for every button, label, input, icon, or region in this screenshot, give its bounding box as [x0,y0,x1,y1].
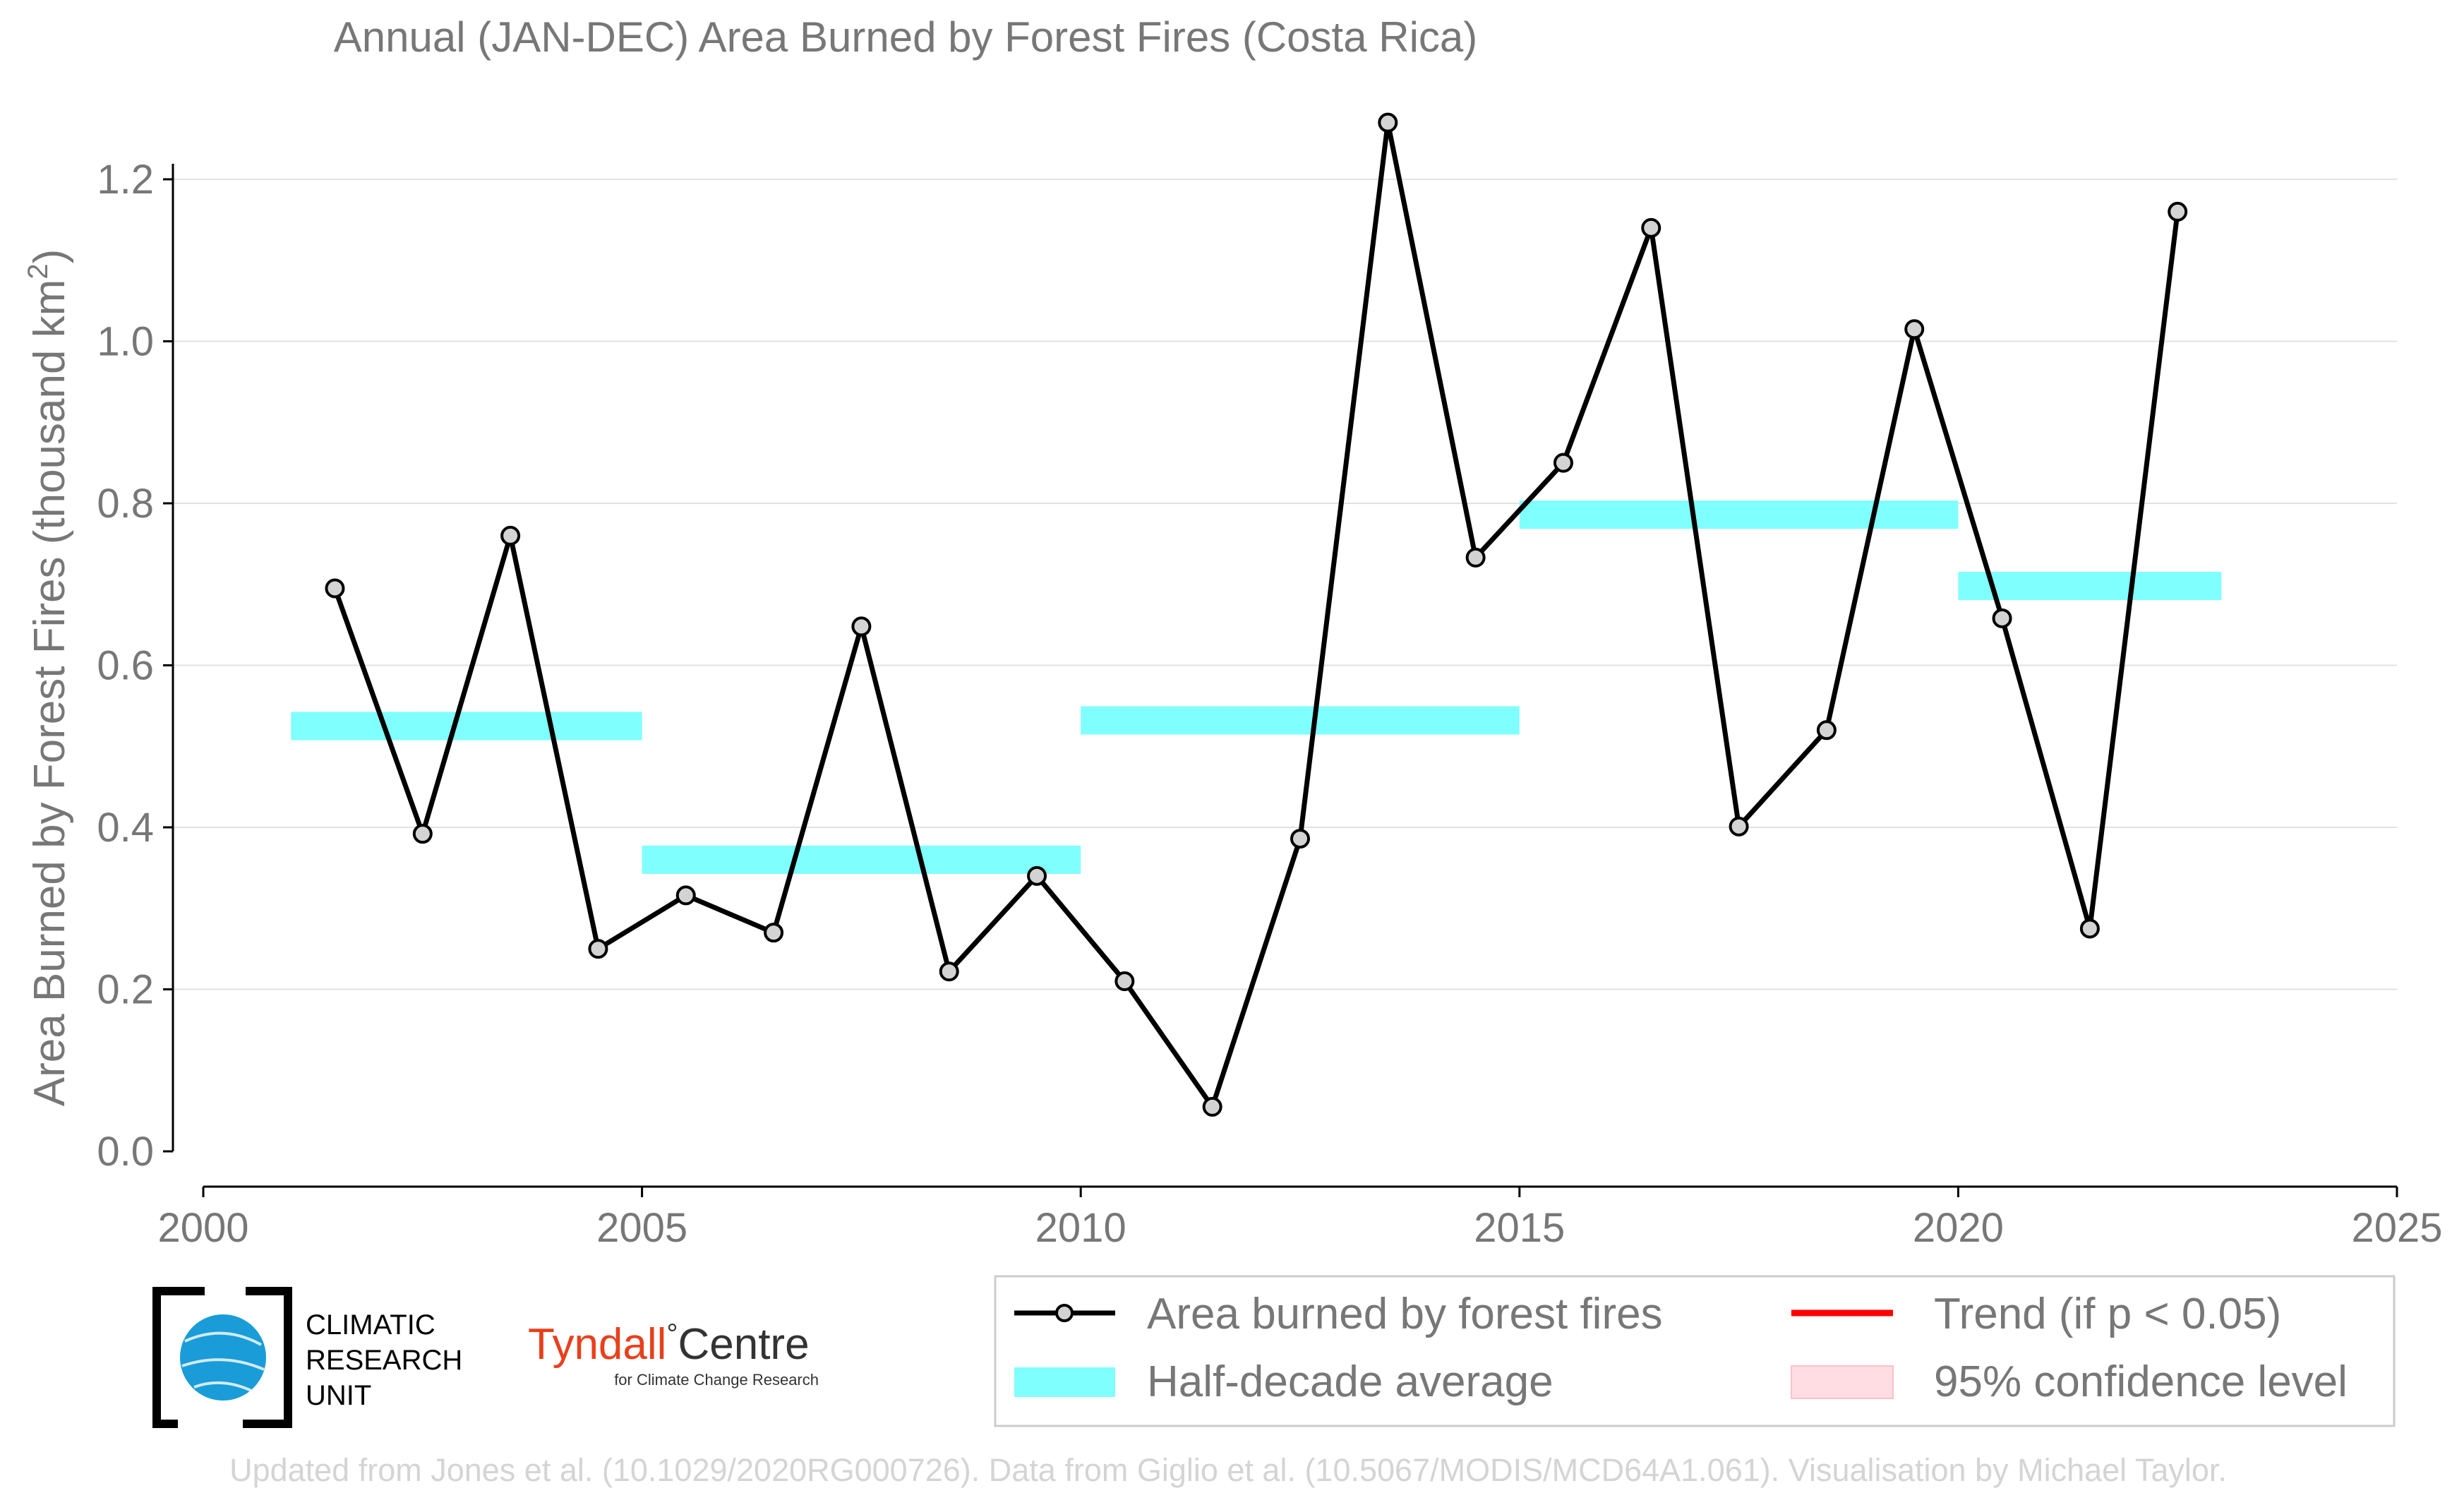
data-point [1465,547,1486,568]
cru-logo-line1: CLIMATIC [306,1309,435,1341]
data-point [675,885,696,906]
credit-line: Updated from Jones et al. (10.1029/2020R… [229,1452,2227,1488]
tyndall-logo-degree: ° [666,1319,678,1350]
data-point [2168,201,2188,222]
x-tick-label: 2025 [2351,1205,2442,1251]
x-axis: 2000 2005 2010 2015 2020 2025 [157,1185,2443,1251]
y-tick-label: 1.2 [97,157,154,203]
data-point [588,939,608,959]
data-point [1992,608,2012,628]
half-decade-band [1519,500,1959,529]
x-tick-label: 2000 [157,1205,248,1251]
cru-logo: CLIMATIC RESEARCH UNIT [152,1287,462,1428]
chart-title: Annual (JAN-DEC) Area Burned by Forest F… [334,13,1478,61]
y-axis-title-superscript: 2 [23,263,54,279]
data-point [412,824,433,844]
data-point [1378,112,1398,133]
series-line [332,120,2180,1110]
y-axis: 0.0 0.2 0.4 0.6 0.8 1.0 1.2 [97,157,174,1175]
legend-swatch-marker [1055,1304,1074,1322]
x-tick-label: 2020 [1913,1205,2004,1251]
data-point [764,923,784,943]
legend-label-trend: Trend (if p < 0.05) [1934,1290,2281,1338]
cru-logo-bracket-left [152,1287,205,1428]
cru-logo-line2: RESEARCH [306,1345,462,1376]
data-point [1202,1096,1222,1117]
legend-label-area-burned: Area burned by forest fires [1147,1290,1663,1338]
tyndall-logo: Tyndall°Centre for Climate Change Resear… [528,1319,819,1389]
gridlines [173,179,2397,990]
half-decade-band [1081,706,1520,735]
legend-label-confidence: 95% confidence level [1934,1357,2348,1406]
x-tick-label: 2005 [596,1205,687,1251]
data-point [325,578,345,599]
y-tick-label: 0.0 [97,1129,154,1175]
data-point [1114,971,1135,992]
data-point [1729,816,1749,837]
y-tick-label: 1.0 [97,319,154,365]
data-point [2079,918,2100,939]
data-point [851,616,872,637]
cru-logo-line3: UNIT [306,1380,371,1411]
data-point [1641,217,1661,238]
x-tick-label: 2015 [1474,1205,1565,1251]
tyndall-logo-subtitle: for Climate Change Research [614,1371,819,1389]
globe-icon-lines [181,1331,265,1393]
legend-label-half-decade: Half-decade average [1147,1357,1553,1406]
legend: Area burned by forest fires Trend (if p … [994,1275,2396,1427]
x-tick-label: 2010 [1035,1205,1126,1251]
half-decade-band [642,845,1081,874]
cru-logo-bracket-right [243,1287,292,1428]
data-point [1816,720,1837,740]
data-point [500,525,521,546]
y-axis-title-text: Area Burned by Forest Fires (thousand km [25,280,74,1107]
half-decade-band [291,712,642,740]
y-tick-label: 0.8 [97,481,154,527]
globe-icon [180,1314,266,1401]
legend-swatch-half-decade [1014,1367,1115,1397]
series-area-burned [325,112,2188,1117]
tyndall-logo-name-part2: Centre [678,1320,809,1369]
legend-frame [994,1275,2396,1427]
tyndall-logo-name-part1: Tyndall [528,1320,666,1369]
data-point [1027,865,1047,886]
y-axis-title: Area Burned by Forest Fires (thousand km… [23,249,74,1107]
half-decade-bands [291,500,2222,874]
y-tick-label: 0.2 [97,967,154,1013]
data-point [1553,452,1573,473]
half-decade-band [1958,572,2222,601]
y-axis-title-close: ) [25,249,74,264]
y-tick-label: 0.6 [97,643,154,689]
data-point [1290,829,1310,849]
data-point [1904,319,1925,340]
y-tick-label: 0.4 [97,805,154,851]
data-point [939,961,959,982]
legend-swatch-confidence [1791,1365,1894,1399]
tyndall-logo-name: Tyndall°Centre [528,1319,810,1369]
